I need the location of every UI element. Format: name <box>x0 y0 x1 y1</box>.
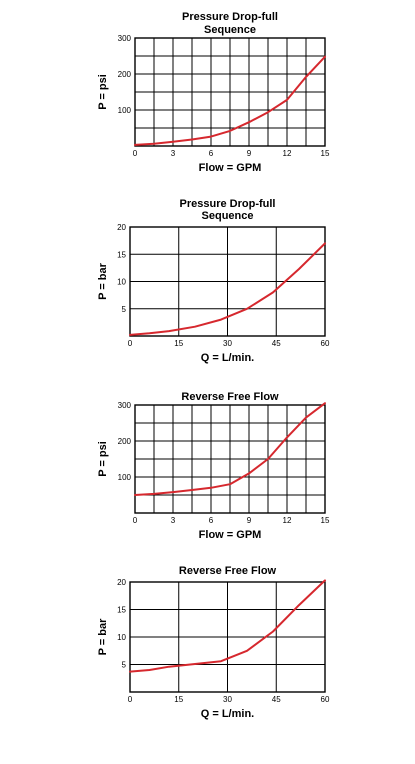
y-tick-label: 10 <box>117 278 126 287</box>
y-tick-label: 100 <box>118 106 132 115</box>
x-tick-label: 45 <box>272 695 281 704</box>
y-axis-label: P = bar <box>97 618 109 656</box>
y-tick-label: 5 <box>122 661 127 670</box>
plot-frame <box>129 581 326 693</box>
x-axis-label: Q = L/min. <box>201 708 254 720</box>
x-tick-label: 6 <box>209 149 214 158</box>
pressure-curve <box>134 402 326 496</box>
y-tick-label: 300 <box>118 34 132 43</box>
x-tick-label: 15 <box>174 695 183 704</box>
x-tick-label: 12 <box>283 149 292 158</box>
y-tick-label: 20 <box>117 578 126 587</box>
y-tick-label: 5 <box>122 305 127 314</box>
x-tick-label: 60 <box>321 339 330 348</box>
chart-panel-4: Reverse Free Flow 5 10 15 20 0 15 30 45 60 Q = L/m… <box>97 565 330 720</box>
plot-frame <box>134 37 326 147</box>
x-tick-label: 0 <box>128 339 133 348</box>
chart-title: Reverse Free Flow <box>181 391 279 403</box>
x-tick-label: 15 <box>321 516 330 525</box>
chart-title: Sequence <box>202 210 254 222</box>
x-tick-label: 0 <box>128 695 133 704</box>
y-tick-label: 300 <box>118 401 132 410</box>
x-axis-label: Flow = GPM <box>199 529 262 541</box>
pressure-curve <box>134 55 326 146</box>
chart-title: Pressure Drop-full <box>180 198 276 210</box>
y-axis-label: P = bar <box>97 262 109 300</box>
x-tick-label: 45 <box>272 339 281 348</box>
y-tick-label: 200 <box>118 437 132 446</box>
chart-title: Sequence <box>204 24 256 36</box>
x-tick-label: 3 <box>171 149 176 158</box>
x-tick-label: 0 <box>133 516 138 525</box>
x-tick-label: 30 <box>223 339 232 348</box>
y-tick-label: 100 <box>118 473 132 482</box>
x-tick-label: 6 <box>209 516 214 525</box>
chart-panel-3: Reverse Free Flow 100 200 300 0 3 6 9 12 15 Flow =… <box>97 391 330 541</box>
y-axis-label: P = psi <box>97 441 109 477</box>
x-tick-label: 12 <box>283 516 292 525</box>
x-tick-label: 9 <box>247 516 252 525</box>
x-tick-label: 0 <box>133 149 138 158</box>
y-tick-label: 15 <box>117 606 126 615</box>
x-tick-label: 9 <box>247 149 252 158</box>
x-tick-label: 15 <box>174 339 183 348</box>
x-tick-label: 15 <box>321 149 330 158</box>
pressure-curve <box>129 242 326 336</box>
x-tick-label: 3 <box>171 516 176 525</box>
plot-frame <box>134 404 326 514</box>
x-axis-label: Q = L/min. <box>201 352 254 364</box>
chart-title: Pressure Drop-full <box>182 11 278 23</box>
x-tick-label: 30 <box>223 695 232 704</box>
y-tick-label: 10 <box>117 633 126 642</box>
y-tick-label: 15 <box>117 250 126 259</box>
chart-title: Reverse Free Flow <box>179 565 277 577</box>
y-axis-label: P = psi <box>97 74 109 110</box>
y-tick-label: 20 <box>117 223 126 232</box>
y-tick-label: 200 <box>118 70 132 79</box>
x-tick-label: 60 <box>321 695 330 704</box>
plot-frame <box>129 226 326 337</box>
pressure-curve <box>129 579 326 673</box>
x-axis-label: Flow = GPM <box>199 162 262 174</box>
